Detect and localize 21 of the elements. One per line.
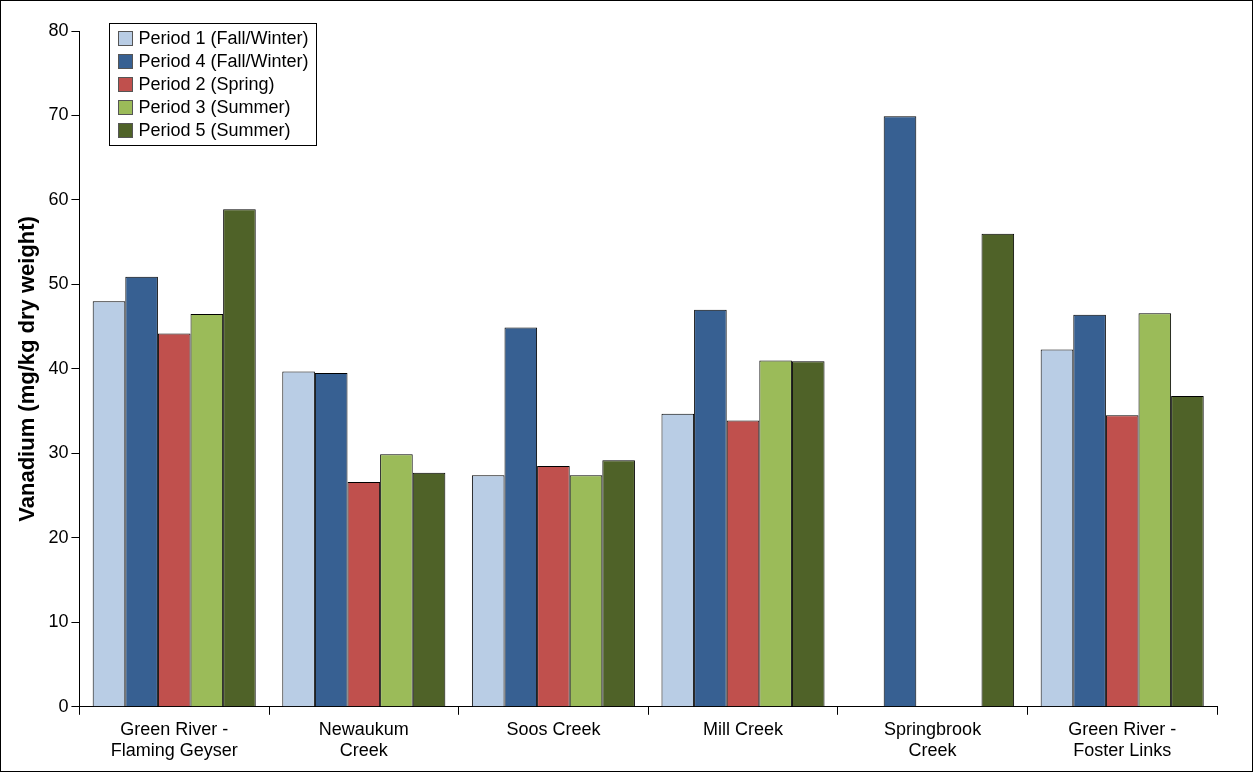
x-tick-label: Green River - Foster Links <box>1068 718 1177 761</box>
y-tick-label: 20 <box>48 526 69 547</box>
x-tick-label: Springbrook Creek <box>884 718 983 761</box>
x-tick-label: Soos Creek <box>506 718 602 739</box>
legend-label: Period 1 (Fall/Winter) <box>137 27 309 50</box>
y-tick-label: 70 <box>48 104 69 125</box>
y-axis-title: Vanadium (mg/kg dry weight) <box>14 216 40 522</box>
y-tick-label: 60 <box>48 188 69 209</box>
legend-label: Period 2 (Spring) <box>137 73 276 96</box>
y-tick-label: 40 <box>48 357 69 378</box>
y-tick-label: 10 <box>48 611 69 632</box>
y-tick-label: 80 <box>48 19 69 40</box>
legend-label: Period 3 (Summer) <box>137 96 292 119</box>
y-tick-label: 50 <box>48 273 69 294</box>
y-tick-label: 30 <box>48 442 69 463</box>
legend-label: Period 5 (Summer) <box>137 119 292 142</box>
x-tick-label: Mill Creek <box>703 718 785 739</box>
x-tick-label: Newaukum Creek <box>318 718 409 761</box>
y-tick-label: 0 <box>58 695 69 716</box>
legend-label: Period 4 (Fall/Winter) <box>137 50 309 73</box>
x-tick-label: Green River - Flaming Geyser <box>110 718 238 761</box>
